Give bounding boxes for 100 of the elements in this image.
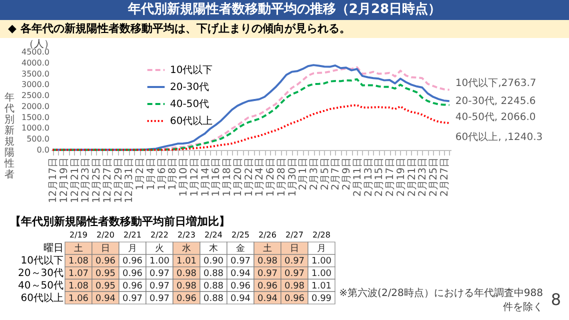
x-tick-label: 1月14日	[200, 158, 212, 197]
y-tick-label: 40～50代	[18, 280, 64, 292]
x-tick-label: 2月9日	[342, 158, 353, 190]
x-tick-label: 12月17日	[48, 158, 60, 203]
data-label: 1.08	[68, 256, 89, 267]
data-label: 10代以下,2763.7	[455, 76, 536, 89]
legend-label: 10代以下	[170, 64, 213, 76]
y-tick-label: 曜日	[44, 242, 64, 254]
x-tick-label: 2月11日	[352, 158, 364, 197]
y-tick-label: 1500.0	[22, 112, 50, 122]
y-tick-label: 4000.0	[22, 58, 50, 68]
y-tick-label: 2000.0	[22, 102, 50, 111]
y-tick-label: 0.0	[36, 146, 50, 154]
y-tick-label: 3500.0	[22, 69, 50, 78]
x-tick-label: 2月13日	[363, 158, 374, 197]
x-tick-label: 2/20	[96, 230, 114, 240]
x-tick-label: 2月15日	[374, 158, 386, 197]
text: 月	[317, 244, 326, 254]
data-label: 0.90	[203, 256, 224, 267]
x-tick-label: 1月18日	[222, 158, 234, 197]
x-tick-label: 2月21日	[406, 158, 418, 197]
text: 日	[101, 244, 110, 254]
data-label: 20-30代, 2245.6	[455, 96, 536, 108]
legend-label: 20-30代	[170, 82, 210, 93]
legend-label: 40-50代	[170, 99, 210, 110]
x-tick-label: 2月17日	[385, 158, 396, 197]
data-label: 0.88	[203, 294, 224, 304]
data-label: 0.99	[311, 294, 332, 304]
data-label: 0.95	[95, 269, 116, 279]
data-label: 0.97	[257, 269, 278, 279]
text: 水	[182, 244, 191, 254]
x-tick-label: 2/27	[286, 230, 304, 240]
x-tick-label: 1月12日	[189, 158, 200, 197]
data-label: 1.00	[311, 256, 332, 267]
text: （人）	[24, 38, 54, 50]
data-label: 0.96	[284, 294, 305, 304]
x-tick-label: 1月26日	[266, 158, 277, 197]
data-label: 0.97	[230, 256, 251, 267]
x-tick-label: 2月1日	[298, 158, 310, 190]
x-tick-label: 1月6日	[156, 158, 168, 190]
y-tick-label: 10代以下	[20, 254, 64, 267]
x-tick-label: 2/24	[204, 230, 222, 240]
line-series	[138, 66, 450, 151]
x-tick-label: 1月10日	[178, 158, 190, 197]
x-tick-label: 2月27日	[439, 158, 450, 197]
data-label: 0.96	[257, 281, 278, 292]
chart-title: 【年代別新規陽性者数移動平均前日増加比】	[10, 215, 230, 228]
x-tick-label: 12月29日	[113, 158, 124, 203]
text: 土	[74, 244, 83, 254]
data-label: 1.06	[68, 294, 89, 304]
legend-label: 60代以上	[170, 115, 213, 127]
data-label: 0.98	[176, 281, 197, 292]
x-tick-label: 12月27日	[102, 158, 114, 203]
y-tick-label: 20～30代	[18, 268, 64, 279]
data-label: 0.98	[176, 269, 197, 279]
chart-subtitle: ◆ 各年代の新規陽性者数移動平均は、下げ止まりの傾向が見られる。	[0, 20, 569, 38]
data-label: 0.98	[257, 256, 278, 267]
x-tick-label: 2/23	[178, 230, 196, 240]
x-tick-label: 2月5日	[320, 158, 331, 190]
x-tick-label: 2/28	[312, 230, 330, 240]
x-tick-label: 12月25日	[92, 158, 103, 203]
data-label: 0.94	[257, 294, 278, 304]
text: 日	[290, 244, 299, 254]
text: 8	[550, 290, 561, 309]
data-label: 1.01	[176, 256, 197, 267]
x-tick-label: 2/22	[150, 230, 168, 240]
x-tick-label: 2月25日	[428, 158, 440, 197]
x-tick-label: 12月31日	[124, 158, 136, 203]
data-label: 0.88	[203, 281, 224, 292]
data-label: 0.97	[149, 294, 170, 304]
data-label: 0.96	[95, 256, 116, 267]
y-tick-label: 4500.0	[22, 48, 50, 56]
data-label: 1.01	[311, 281, 332, 292]
data-label: 0.96	[122, 281, 143, 292]
x-tick-label: 2/21	[124, 230, 142, 240]
x-tick-label: 2月3日	[309, 158, 320, 190]
x-tick-label: 1月28日	[276, 158, 288, 197]
x-tick-label: 1月2日	[135, 158, 146, 190]
x-tick-label: 2/19	[70, 230, 88, 240]
x-tick-label: 2/26	[258, 230, 276, 240]
x-tick-label: 1月4日	[146, 158, 157, 190]
x-tick-label: 1月22日	[244, 158, 255, 197]
y-tick-label: 3000.0	[22, 80, 50, 90]
data-label: 60代以上, ,1240.3	[455, 130, 543, 143]
text: 月	[128, 244, 137, 254]
data-label: 0.94	[230, 269, 251, 279]
y-tick-label: 2500.0	[22, 91, 50, 100]
data-label: 0.97	[122, 294, 143, 304]
y-tick-label: 500.0	[26, 134, 50, 144]
data-label: 0.97	[284, 256, 305, 267]
text: 木	[209, 244, 218, 254]
data-label: 1.00	[149, 256, 170, 267]
x-tick-label: 1月20日	[232, 158, 244, 197]
data-label: 1.07	[68, 269, 89, 279]
data-label: 0.97	[284, 269, 305, 279]
text: 金	[236, 244, 245, 254]
x-tick-label: 12月19日	[59, 158, 70, 203]
data-label: 0.96	[176, 294, 197, 304]
x-tick-label: 2月19日	[396, 158, 407, 197]
data-label: 1.00	[311, 269, 332, 279]
